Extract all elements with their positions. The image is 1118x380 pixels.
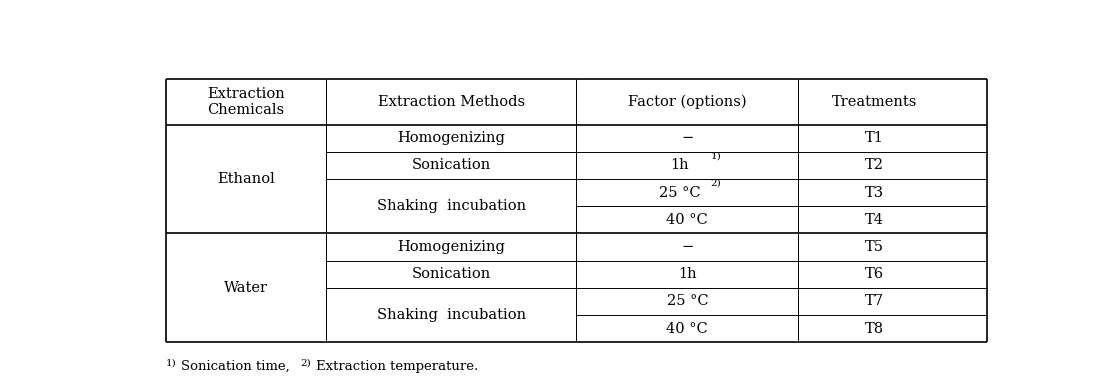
Text: Extraction
Chemicals: Extraction Chemicals bbox=[207, 87, 285, 117]
Text: Homogenizing: Homogenizing bbox=[397, 131, 505, 145]
Text: T2: T2 bbox=[864, 158, 883, 173]
Text: T4: T4 bbox=[864, 213, 883, 227]
Text: Water: Water bbox=[224, 281, 268, 295]
Text: 25 °C: 25 °C bbox=[659, 186, 700, 200]
Text: T7: T7 bbox=[864, 294, 883, 309]
Text: Sonication: Sonication bbox=[411, 267, 491, 281]
Text: −: − bbox=[681, 131, 693, 145]
Text: 1h: 1h bbox=[670, 158, 689, 173]
Text: Extraction Methods: Extraction Methods bbox=[378, 95, 524, 109]
Text: T1: T1 bbox=[864, 131, 883, 145]
Text: Shaking  incubation: Shaking incubation bbox=[377, 308, 525, 322]
Text: Shaking  incubation: Shaking incubation bbox=[377, 199, 525, 213]
Text: 1): 1) bbox=[165, 358, 177, 367]
Text: T8: T8 bbox=[864, 322, 883, 336]
Text: T3: T3 bbox=[864, 186, 883, 200]
Text: Ethanol: Ethanol bbox=[217, 172, 275, 186]
Text: 2): 2) bbox=[711, 178, 721, 187]
Text: Treatments: Treatments bbox=[832, 95, 917, 109]
Text: Extraction temperature.: Extraction temperature. bbox=[315, 360, 477, 373]
Text: Sonication: Sonication bbox=[411, 158, 491, 173]
Text: T6: T6 bbox=[864, 267, 883, 281]
Text: 40 °C: 40 °C bbox=[666, 213, 708, 227]
Text: 40 °C: 40 °C bbox=[666, 322, 708, 336]
Text: 1h: 1h bbox=[678, 267, 697, 281]
Text: 2): 2) bbox=[300, 358, 311, 367]
Text: Factor (options): Factor (options) bbox=[628, 95, 747, 109]
Text: Homogenizing: Homogenizing bbox=[397, 240, 505, 254]
Text: 1): 1) bbox=[711, 151, 721, 160]
Text: T5: T5 bbox=[864, 240, 883, 254]
Text: −: − bbox=[681, 240, 693, 254]
Text: 25 °C: 25 °C bbox=[666, 294, 708, 309]
Text: Sonication time,: Sonication time, bbox=[181, 360, 290, 373]
